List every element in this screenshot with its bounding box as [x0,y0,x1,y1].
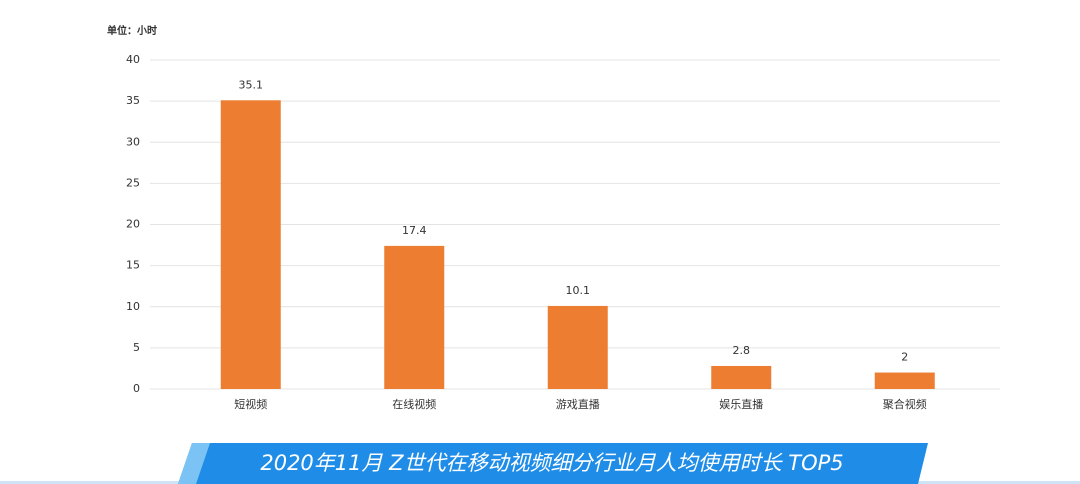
bar [220,100,281,390]
title-banner [178,443,928,484]
y-tick-label: 15 [126,259,140,272]
y-tick-label: 20 [126,218,140,231]
x-tick-label: 短视频 [234,397,267,411]
banner-accent [178,443,210,484]
x-tick-label: 聚合视频 [883,397,927,411]
y-tick-label: 40 [126,53,140,66]
bar [547,305,608,389]
y-tick-label: 10 [126,300,140,313]
data-label: 2.8 [733,344,751,357]
y-tick-label: 30 [126,135,140,148]
chart-title: 2020年11月 Z世代在移动视频细分行业月人均使用时长 TOP5 [260,451,843,475]
x-tick-label: 游戏直播 [556,397,600,411]
data-label: 17.4 [402,224,427,237]
x-tick-label: 在线视频 [392,397,436,411]
data-label: 2 [901,351,908,364]
data-label: 10.1 [566,284,591,297]
data-label: 35.1 [239,78,264,91]
unit-label: 单位：小时 [107,24,157,37]
y-tick-label: 25 [126,176,140,189]
bar [384,245,445,389]
x-tick-label: 娱乐直播 [719,397,763,411]
y-tick-label: 5 [133,341,140,354]
bar [874,372,935,389]
y-tick-label: 0 [133,382,140,395]
bar [711,365,772,389]
y-tick-label: 35 [126,94,140,107]
